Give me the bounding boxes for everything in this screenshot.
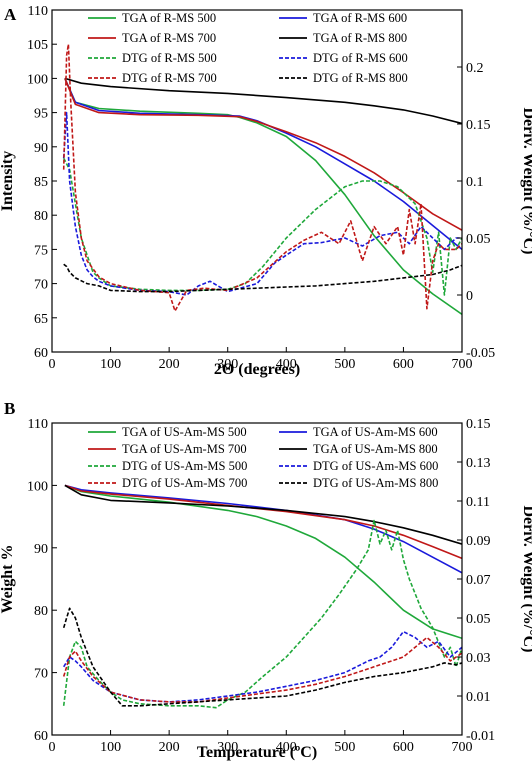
- y2-tick-label: 0.2: [466, 61, 484, 76]
- x-tick-label: 300: [217, 357, 238, 372]
- x-tick-label: 400: [276, 357, 297, 372]
- series-line-tga-of-us-am-ms-600: [64, 484, 462, 574]
- y2-tick-label: -0.05: [466, 346, 495, 361]
- series-line-dtg-of-r-ms-500: [62, 157, 462, 296]
- x-tick-label: 400: [276, 740, 297, 755]
- series-line-dtg-of-us-am-ms-700: [62, 636, 462, 703]
- y2-tick-label: 0.13: [466, 456, 491, 471]
- x-tick-label: 700: [452, 740, 473, 755]
- legend-label: DTG of US-Am-MS 600: [313, 459, 438, 473]
- y-tick-label: 80: [34, 209, 48, 224]
- y-tick-label: 65: [34, 312, 48, 327]
- legend-label: DTG of R-MS 800: [313, 71, 408, 85]
- x-tick-label: 500: [334, 357, 355, 372]
- series-line-dtg-of-r-ms-700: [62, 43, 462, 312]
- legend-label: TGA of US-Am-MS 600: [313, 425, 438, 439]
- y2-tick-label: 0.09: [466, 534, 491, 549]
- legend-label: DTG of US-Am-MS 500: [122, 459, 247, 473]
- x-tick-label: 600: [393, 357, 414, 372]
- x-tick-label: 200: [159, 740, 180, 755]
- series-group: [62, 43, 462, 316]
- y2-tick-label: 0.07: [466, 573, 491, 588]
- x-tick-label: 100: [100, 357, 121, 372]
- legend-label: TGA of R-MS 600: [313, 11, 407, 25]
- series-group: [62, 484, 462, 709]
- series-line-dtg-of-r-ms-600: [62, 111, 462, 296]
- legend-label: DTG of R-MS 600: [313, 51, 408, 65]
- legend-label: TGA of US-Am-MS 800: [313, 442, 438, 456]
- y-tick-label: 95: [34, 107, 48, 122]
- legend-label: TGA of US-Am-MS 700: [122, 442, 247, 456]
- y-tick-label: 100: [27, 72, 48, 87]
- series-line-tga-of-r-ms-600: [64, 78, 462, 251]
- series-line-dtg-of-us-am-ms-800: [62, 607, 462, 707]
- chart-panel-b: 0 100 200 300 400 500 600 700 60 70 80 90 100 110 -0.0…: [0, 399, 532, 761]
- series-line-tga-of-us-am-ms-700: [64, 484, 462, 560]
- y2-tick-label: 0.1: [466, 175, 484, 190]
- x-axis-title: 2Θ (degrees): [214, 361, 300, 378]
- legend-label: TGA of R-MS 700: [122, 31, 216, 45]
- y2-tick-label: 0.05: [466, 232, 491, 247]
- y-tick-label: 100: [27, 479, 48, 494]
- legend-label: DTG of US-Am-MS 700: [122, 476, 247, 490]
- series-line-tga-of-us-am-ms-500: [64, 484, 462, 640]
- legend-label: TGA of US-Am-MS 500: [122, 425, 247, 439]
- x-tick-label: 100: [100, 740, 121, 755]
- legend: TGA of US-Am-MS 500 TGA of US-Am-MS 600 TG…: [88, 425, 438, 490]
- y2-tick-label: 0.01: [466, 690, 491, 705]
- legend: TGA of R-MS 500 TGA of R-MS 600 TGA of R-M…: [88, 11, 408, 85]
- y-tick-label: 85: [34, 175, 48, 190]
- y2-tick-label: 0.03: [466, 651, 491, 666]
- y-tick-label: 90: [34, 542, 48, 557]
- x-tick-label: 0: [49, 357, 56, 372]
- x-tick-label: 300: [217, 740, 238, 755]
- y-tick-label: 80: [34, 604, 48, 619]
- chart-panel-a: 0 100 200 300 400 500 600 700 60 65 70 75 80 85 90 95 10…: [0, 4, 532, 378]
- y2-tick-label: -0.01: [466, 729, 495, 744]
- series-line-tga-of-r-ms-700: [64, 78, 462, 231]
- x-tick-label: 200: [159, 357, 180, 372]
- y2-tick-label: 0.05: [466, 612, 491, 627]
- y2-tick-label: 0.15: [466, 417, 491, 432]
- x-tick-label: 500: [334, 740, 355, 755]
- series-line-tga-of-us-am-ms-800: [64, 484, 462, 545]
- y-tick-label: 60: [34, 346, 48, 361]
- x-tick-label: 700: [452, 357, 473, 372]
- y2-tick-label: 0.11: [466, 495, 490, 510]
- series-line-dtg-of-us-am-ms-600: [63, 630, 462, 703]
- y-tick-label: 75: [34, 243, 48, 258]
- y2-axis-title: Deriv. Weight (%/°C): [520, 506, 532, 653]
- y-tick-label: 70: [34, 667, 48, 682]
- y-tick-label: 90: [34, 141, 48, 156]
- y-tick-label: 60: [34, 729, 48, 744]
- series-line-dtg-of-us-am-ms-500: [62, 519, 462, 709]
- y-tick-label: 105: [27, 38, 48, 53]
- x-tick-label: 600: [393, 740, 414, 755]
- y2-tick-label: 0: [466, 289, 473, 304]
- y-axis-title: Weight %: [0, 545, 16, 614]
- series-line-tga-of-r-ms-500: [64, 78, 462, 316]
- legend-label: DTG of R-MS 500: [122, 51, 217, 65]
- y2-axis-title: Deriv. Weight (%/°C): [520, 108, 532, 255]
- panel-label: B: [4, 399, 15, 418]
- y-tick-label: 110: [28, 4, 48, 19]
- y2-tick-label: 0.15: [466, 118, 491, 133]
- y-axis-title: Intensity: [0, 151, 16, 211]
- x-axis-title: Temperature (ºC): [197, 744, 317, 761]
- series-line-dtg-of-r-ms-800: [63, 263, 462, 293]
- panel-label: A: [4, 5, 17, 24]
- series-line-tga-of-r-ms-800: [64, 77, 462, 125]
- y-tick-label: 110: [28, 417, 48, 432]
- legend-label: TGA of R-MS 500: [122, 11, 216, 25]
- legend-label: DTG of R-MS 700: [122, 71, 217, 85]
- y-tick-label: 70: [34, 278, 48, 293]
- x-tick-label: 0: [49, 740, 56, 755]
- legend-label: TGA of R-MS 800: [313, 31, 407, 45]
- legend-label: DTG of US-Am-MS 800: [313, 476, 438, 490]
